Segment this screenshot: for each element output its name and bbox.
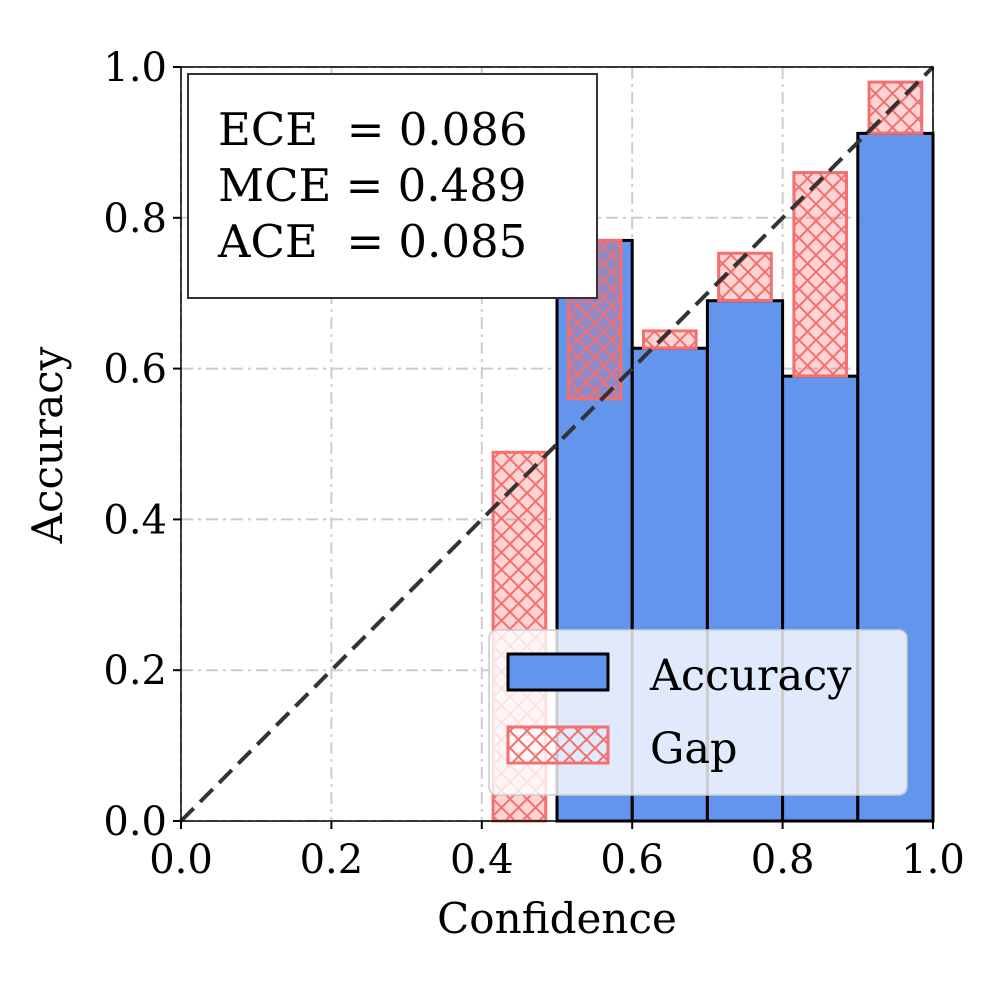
ace-metric: ACE = 0.085 [217,215,527,268]
y-axis-label: Accuracy [23,346,72,544]
legend-accuracy-swatch [506,652,610,692]
x-tick-label-4: 0.8 [751,837,815,883]
legend-gap-swatch [506,725,610,765]
y-tick-label-2: 0.4 [103,497,167,543]
x-tick-label-5: 1.0 [901,837,965,883]
legend-gap-label: Gap [650,724,738,774]
y-tick-label-4: 0.8 [103,196,167,242]
ece-metric: ECE = 0.086 [218,103,528,156]
x-axis-label: Confidence [437,894,677,943]
metrics-box: ECE = 0.086 MCE = 0.489 ACE = 0.085 [187,73,598,299]
legend: Accuracy Gap [488,629,908,796]
x-tick-label-3: 0.6 [600,837,664,883]
gap-bar-3 [717,251,773,303]
y-tick-label-1: 0.2 [103,648,167,694]
y-tick-label-0: 0.0 [103,799,167,845]
x-tick-label-1: 0.2 [300,837,364,883]
y-tick-label-5: 1.0 [103,45,167,91]
x-tick-label-0: 0.0 [149,837,213,883]
x-axis-ticks: 0.0 0.2 0.4 0.6 0.8 1.0 [149,821,965,883]
y-axis-ticks: 0.0 0.2 0.4 0.6 0.8 1.0 [103,45,181,845]
gap-bar-4 [792,171,849,378]
legend-accuracy-label: Accuracy [649,651,852,701]
x-tick-label-2: 0.4 [450,837,514,883]
y-tick-label-3: 0.6 [103,347,167,393]
perfect-calibration-line [179,65,935,823]
plot-frame [180,66,934,822]
mce-metric: MCE = 0.489 [218,159,527,212]
